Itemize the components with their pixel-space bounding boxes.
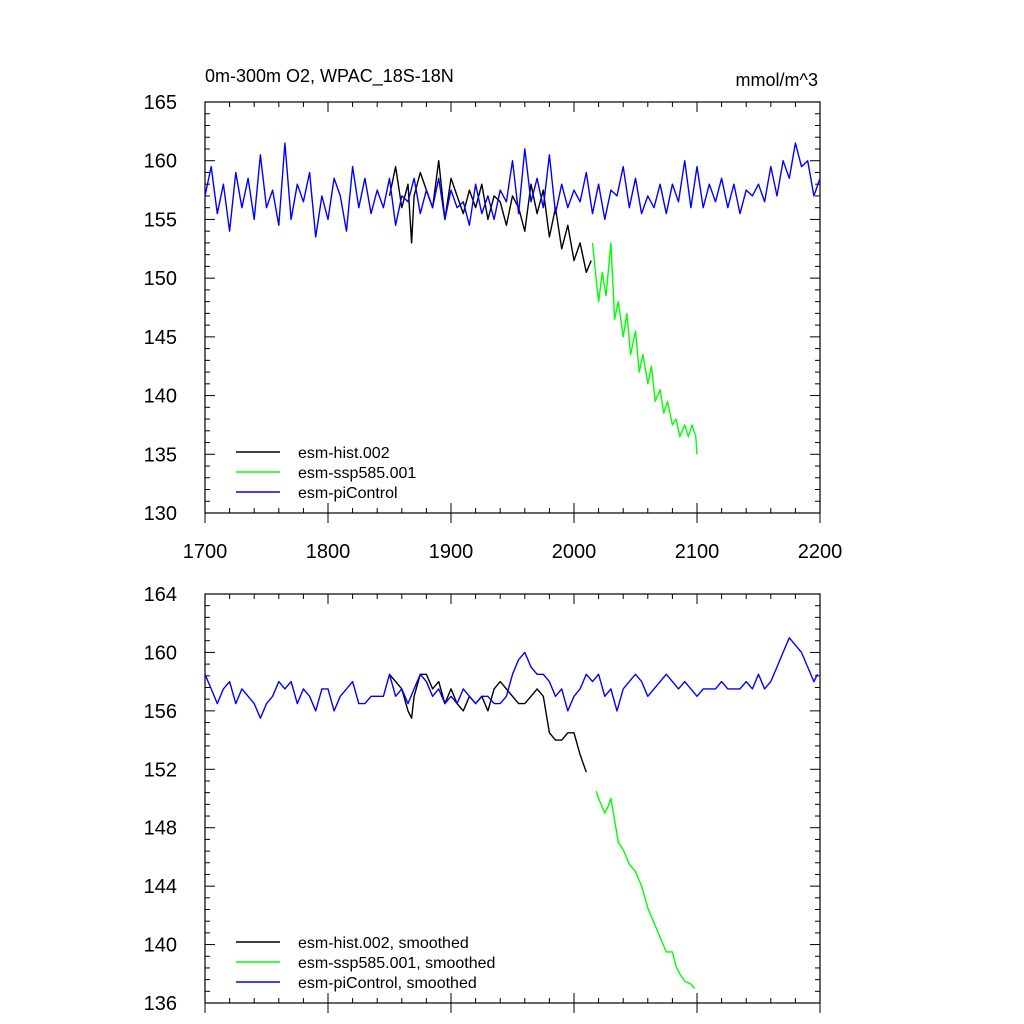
y-tick-label: 165 — [144, 92, 177, 114]
legend-label: esm-ssp585.001, smoothed — [298, 955, 495, 972]
series-line — [388, 159, 592, 273]
plot-frame — [204, 593, 821, 1004]
y-tick-label: 135 — [144, 444, 177, 466]
legend-label: esm-hist.002 — [298, 445, 390, 462]
series-line — [204, 637, 819, 719]
y-tick-label: 164 — [144, 584, 177, 606]
series-line — [388, 673, 587, 773]
y-tick-label: 136 — [144, 993, 177, 1015]
x-tick-label: 2200 — [798, 541, 843, 563]
y-tick-label: 160 — [144, 151, 177, 173]
series-line — [204, 142, 821, 238]
top-panel: 0m-300m O2, WPAC_18S-18N mmol/m^3 130 135… — [144, 66, 843, 563]
legend-label: esm-hist.002, smoothed — [298, 935, 469, 952]
series-line — [591, 242, 698, 455]
x-tick-label: 1900 — [429, 541, 474, 563]
series-line — [595, 790, 696, 989]
y-tick-label: 155 — [144, 209, 177, 231]
x-tick-label: 2000 — [552, 541, 597, 563]
legend-label: esm-ssp585.001 — [298, 465, 416, 482]
top-chart-units: mmol/m^3 — [736, 70, 818, 90]
x-tick-label: 1800 — [306, 541, 351, 563]
y-tick-label: 150 — [144, 268, 177, 290]
y-tick-label: 140 — [144, 386, 177, 408]
x-tick-label: 1700 — [183, 541, 228, 563]
bottom-panel: 136 140 144 148 152 156 160 164 esm-hist.002, s… — [144, 584, 821, 1015]
legend-label: esm-piControl — [298, 485, 398, 502]
legend-label: esm-piControl, smoothed — [298, 975, 477, 992]
y-tick-label: 140 — [144, 935, 177, 957]
y-tick-label: 148 — [144, 818, 177, 840]
y-tick-label: 145 — [144, 327, 177, 349]
y-tick-label: 152 — [144, 759, 177, 781]
y-tick-label: 130 — [144, 503, 177, 525]
top-chart-title: 0m-300m O2, WPAC_18S-18N — [205, 66, 454, 87]
x-tick-label: 2100 — [675, 541, 720, 563]
plot-frame — [204, 101, 821, 514]
y-tick-label: 144 — [144, 876, 177, 898]
y-tick-label: 160 — [144, 642, 177, 664]
y-tick-label: 156 — [144, 701, 177, 723]
